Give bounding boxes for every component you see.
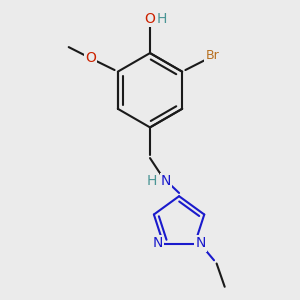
Text: N: N [152, 236, 163, 250]
Text: H: H [147, 174, 158, 188]
Text: H: H [157, 11, 167, 26]
Text: N: N [195, 236, 206, 250]
Text: N: N [161, 174, 171, 188]
Text: Br: Br [205, 49, 219, 62]
Text: O: O [85, 51, 96, 65]
Text: O: O [145, 11, 155, 26]
